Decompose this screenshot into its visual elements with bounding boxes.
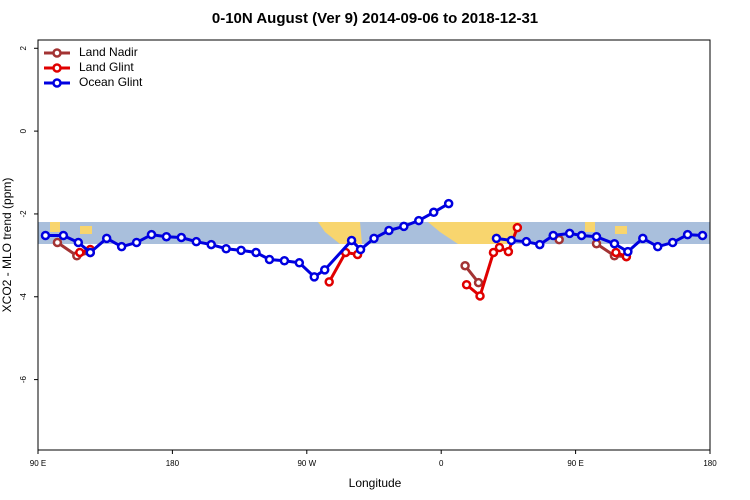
point [638, 233, 648, 244]
point [460, 260, 470, 271]
legend-marker [52, 78, 62, 88]
point [346, 235, 357, 246]
point [101, 233, 112, 244]
point [535, 239, 545, 250]
x-tick-label: 0 [439, 459, 444, 468]
x-tick-label: 180 [166, 459, 180, 468]
point [591, 231, 602, 242]
point [473, 277, 484, 288]
point [279, 255, 290, 266]
point [506, 235, 517, 246]
point [667, 237, 678, 248]
point [611, 247, 621, 258]
y-tick-label: 2 [19, 46, 28, 51]
chart-title: 0-10N August (Ver 9) 2014-09-06 to 2018-… [212, 10, 538, 27]
x-axis-label: Longitude [349, 476, 402, 490]
plot-frame [37, 39, 711, 451]
point [697, 230, 708, 241]
point [384, 225, 394, 236]
point [294, 258, 305, 268]
y-axis-label: XCO2 - MLO trend (ppm) [0, 178, 14, 313]
point [221, 243, 231, 254]
point [40, 230, 51, 241]
legend-label: Land Glint [79, 60, 134, 74]
y-tick-label: -6 [19, 375, 28, 383]
point [309, 272, 320, 282]
point [264, 254, 275, 265]
point [491, 233, 502, 244]
point [324, 277, 334, 287]
point [682, 229, 693, 240]
x-tick-label: 90 W [297, 459, 316, 468]
y-tick-label: -2 [19, 210, 28, 218]
point [609, 239, 620, 249]
point [116, 241, 127, 252]
x-tick-label: 90 E [567, 459, 583, 468]
point [355, 244, 366, 255]
point [443, 198, 454, 209]
point [494, 242, 505, 253]
point [399, 221, 409, 232]
legend-marker [52, 63, 62, 73]
point [176, 232, 187, 243]
point [414, 215, 424, 226]
point [52, 237, 63, 248]
point [131, 237, 142, 248]
point [319, 265, 330, 275]
point [512, 222, 523, 233]
point [206, 239, 216, 250]
map-strip [38, 222, 710, 244]
point [461, 280, 472, 290]
point [369, 233, 379, 244]
point [623, 246, 633, 257]
point [521, 236, 532, 247]
point [58, 230, 69, 241]
point [428, 207, 439, 218]
point [652, 241, 663, 252]
point [236, 245, 246, 256]
point [503, 246, 514, 257]
point [548, 230, 558, 241]
y-tick-label: 0 [19, 128, 28, 133]
point [564, 228, 575, 239]
legend-label: Land Nadir [79, 45, 138, 59]
point [475, 291, 485, 301]
point [73, 237, 84, 248]
point [191, 236, 202, 247]
legend-label: Ocean Glint [79, 75, 143, 89]
point [85, 247, 96, 258]
point [146, 229, 157, 240]
point [488, 247, 499, 258]
y-tick-label: -4 [19, 293, 28, 301]
legend-marker [52, 48, 62, 58]
point [576, 230, 587, 241]
point [161, 231, 172, 242]
x-tick-label: 90 E [30, 459, 46, 468]
x-tick-label: 180 [703, 459, 717, 468]
point [251, 247, 261, 258]
point [75, 247, 85, 258]
